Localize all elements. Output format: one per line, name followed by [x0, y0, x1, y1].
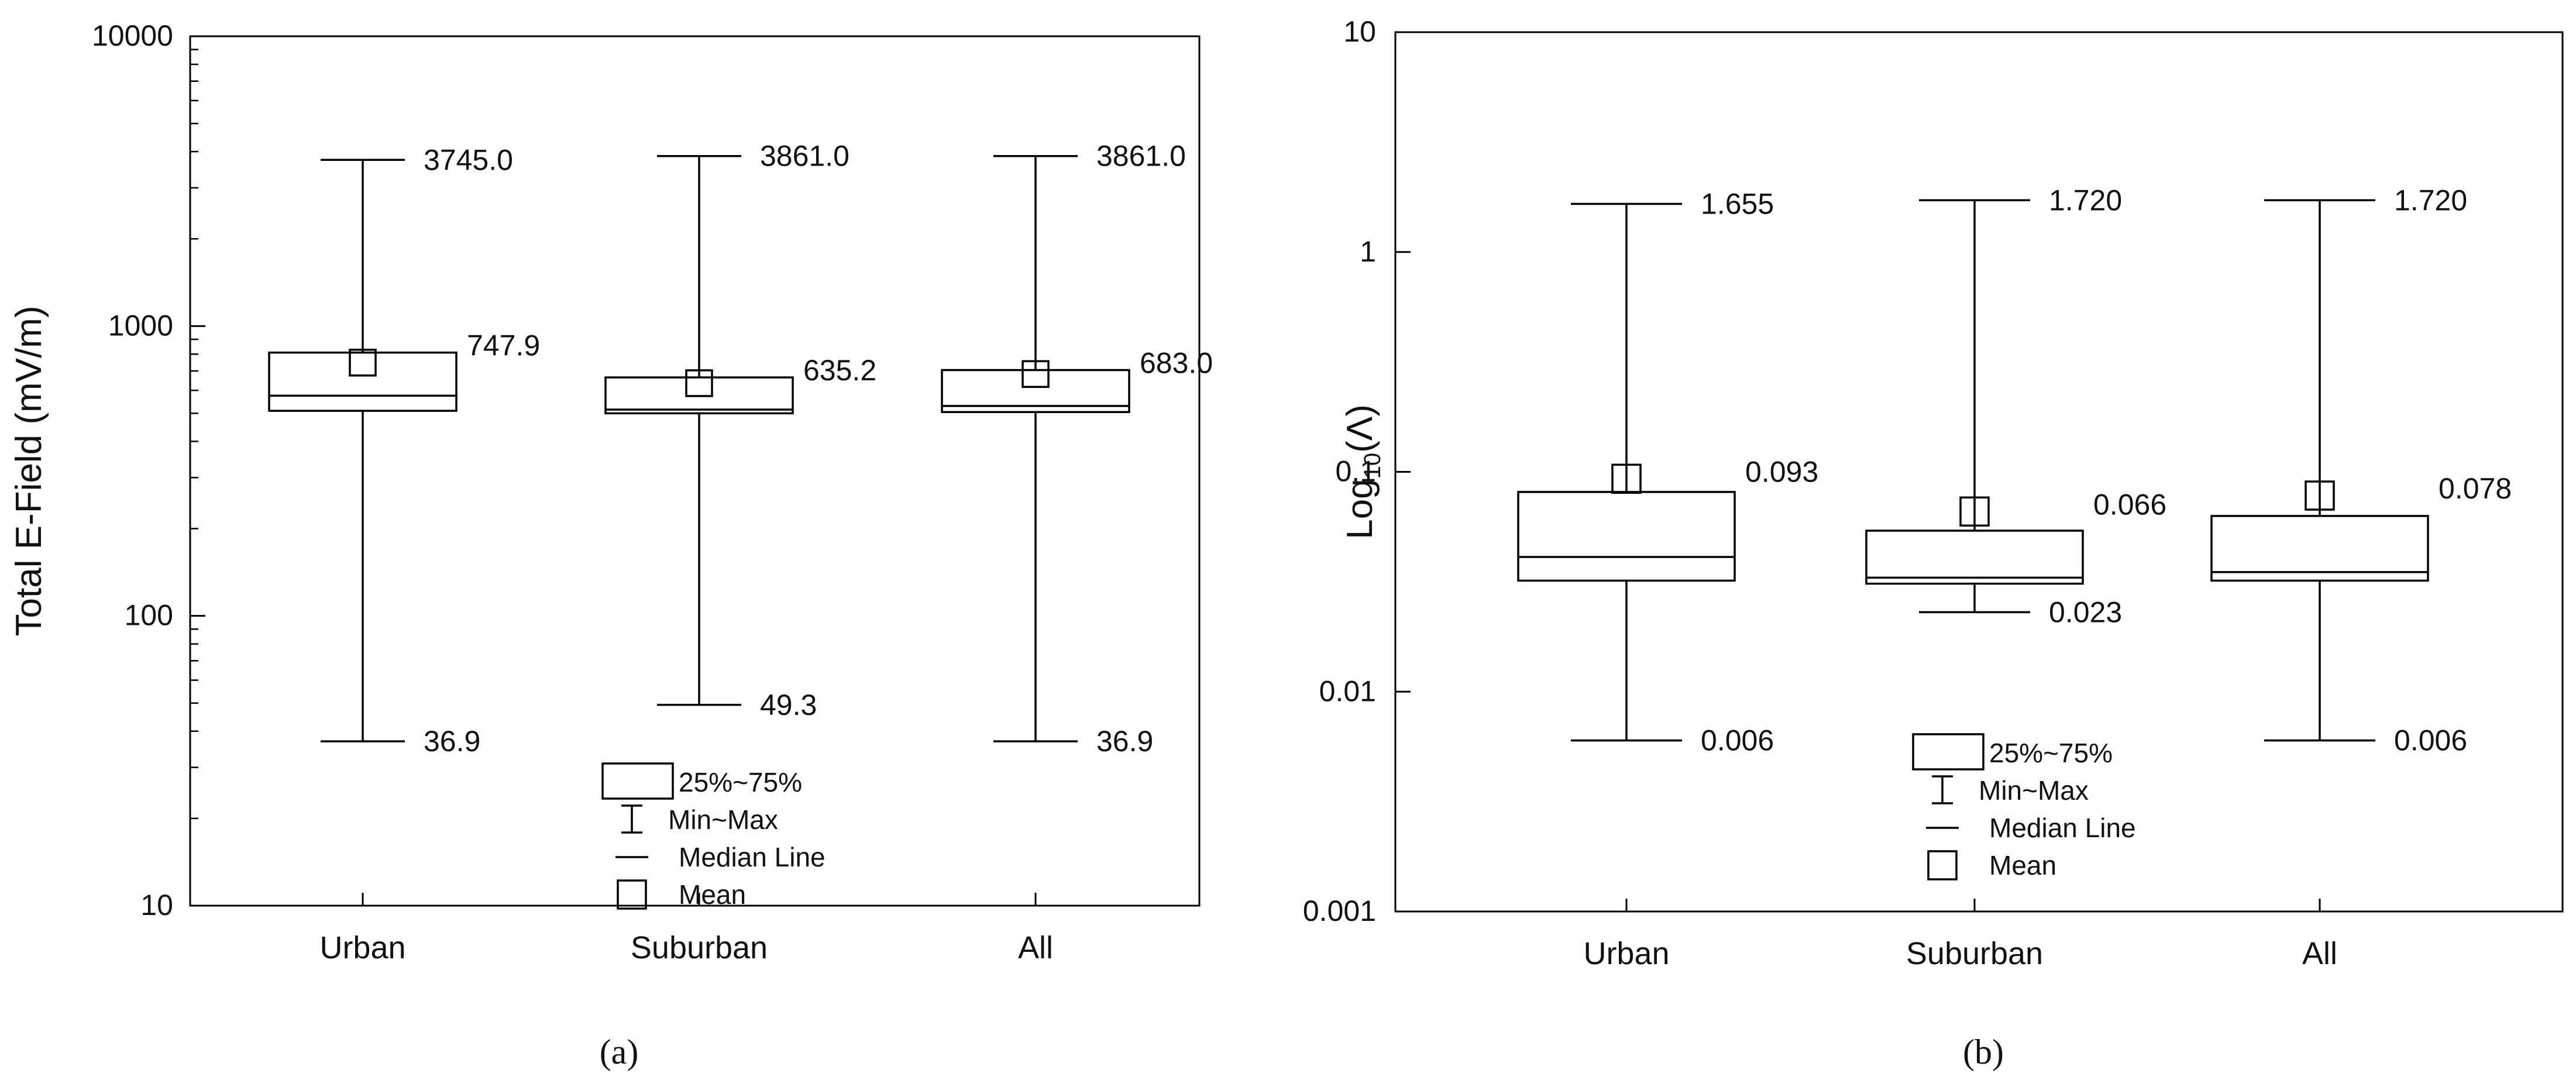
box-urban: 1.655 0.006 0.093 [1517, 188, 1818, 757]
mean-marker [1959, 496, 1990, 527]
x-tick-label-suburban: Suburban [631, 930, 768, 965]
iqr-box [1517, 491, 1736, 582]
y-tick-label: 0.001 [1303, 895, 1376, 927]
legend: 25%~75% Min~Max Median Line Mean [1912, 733, 2136, 880]
x-tick-label-all: All [2302, 936, 2337, 971]
min-label: 36.9 [1096, 725, 1153, 758]
iqr-box [268, 351, 458, 412]
y-tick-label: 10 [140, 889, 173, 921]
mean-label: 747.9 [467, 329, 540, 362]
mean-marker [2305, 480, 2335, 511]
legend: 25%~75% Min~Max Median Line Mean [601, 762, 826, 910]
box-all: 1.720 0.006 0.078 [2210, 184, 2512, 757]
box-all: 3861.0 36.9 683.0 [941, 140, 1213, 758]
legend-box-symbol [1912, 733, 1985, 771]
y-tick-label: 0.1 [1335, 455, 1376, 488]
y-tick-label: 10 [1343, 15, 1376, 48]
max-label: 1.655 [1701, 188, 1774, 221]
mean-marker [685, 369, 713, 397]
min-label: 49.3 [760, 689, 817, 721]
max-label: 3745.0 [424, 143, 513, 176]
max-label: 1.720 [2049, 184, 2122, 216]
legend-mean-symbol [617, 879, 647, 910]
iqr-box [1865, 529, 2084, 585]
y-axis-label: Total E-Field (mV/m) [9, 306, 49, 637]
iqr-box [604, 376, 794, 415]
legend-label-iqr: 25%~75% [679, 767, 802, 797]
y-axis-label-main: Log [1340, 479, 1380, 539]
mean-label: 0.093 [1745, 455, 1818, 488]
y-tick-label: 1 [1360, 235, 1376, 268]
min-label: 0.006 [1701, 724, 1774, 757]
panel-caption: (a) [600, 1033, 639, 1071]
y-axis-label: Log10(Λ) [1340, 404, 1385, 539]
panel-caption: (b) [1963, 1033, 2004, 1071]
y-axis-label-tail: (Λ) [1340, 404, 1380, 453]
max-label: 3861.0 [760, 140, 850, 173]
legend-label-mean: Mean [679, 879, 746, 910]
mean-marker [1022, 360, 1050, 388]
y-tick-label: 10000 [92, 19, 173, 52]
mean-marker [349, 349, 377, 377]
max-label: 1.720 [2394, 184, 2467, 216]
legend-label-median: Median Line [679, 842, 826, 872]
min-label: 36.9 [424, 725, 480, 758]
x-tick-label-urban: Urban [1583, 936, 1669, 971]
max-label: 3861.0 [1096, 140, 1186, 173]
legend-box-symbol [601, 762, 674, 800]
legend-label-iqr: 25%~75% [1989, 738, 2113, 768]
min-label: 0.006 [2394, 724, 2467, 757]
legend-label-median: Median Line [1989, 813, 2136, 843]
y-axis-label-subscript: 10 [1360, 453, 1385, 479]
iqr-box [2210, 515, 2429, 582]
chart-panel-a: 10 100 1000 10000 Total E-Field (mV/m) Urban S… [9, 19, 1213, 1071]
mean-label: 683.0 [1140, 347, 1213, 380]
min-label: 0.023 [2049, 596, 2122, 628]
mean-label: 0.078 [2439, 472, 2512, 505]
legend-label-minmax: Min~Max [668, 804, 778, 835]
mean-marker [1611, 463, 1642, 494]
legend-label-minmax: Min~Max [1979, 775, 2089, 806]
y-tick-label: 1000 [108, 309, 173, 342]
plot-frame [189, 35, 1201, 907]
box-urban: 3745.0 36.9 747.9 [268, 143, 540, 758]
y-tick-label: 100 [125, 599, 173, 632]
box-suburban: 3861.0 49.3 635.2 [604, 140, 876, 721]
x-tick-label-urban: Urban [319, 930, 405, 965]
legend-label-mean: Mean [1989, 850, 2056, 880]
x-tick-label-all: All [1018, 930, 1053, 965]
x-tick-label-suburban: Suburban [1906, 936, 2043, 971]
mean-label: 635.2 [803, 354, 876, 387]
y-tick-label: 0.01 [1319, 675, 1376, 707]
legend-mean-symbol [1927, 850, 1958, 880]
mean-label: 0.066 [2093, 488, 2166, 521]
box-suburban: 1.720 0.023 0.066 [1865, 184, 2166, 628]
